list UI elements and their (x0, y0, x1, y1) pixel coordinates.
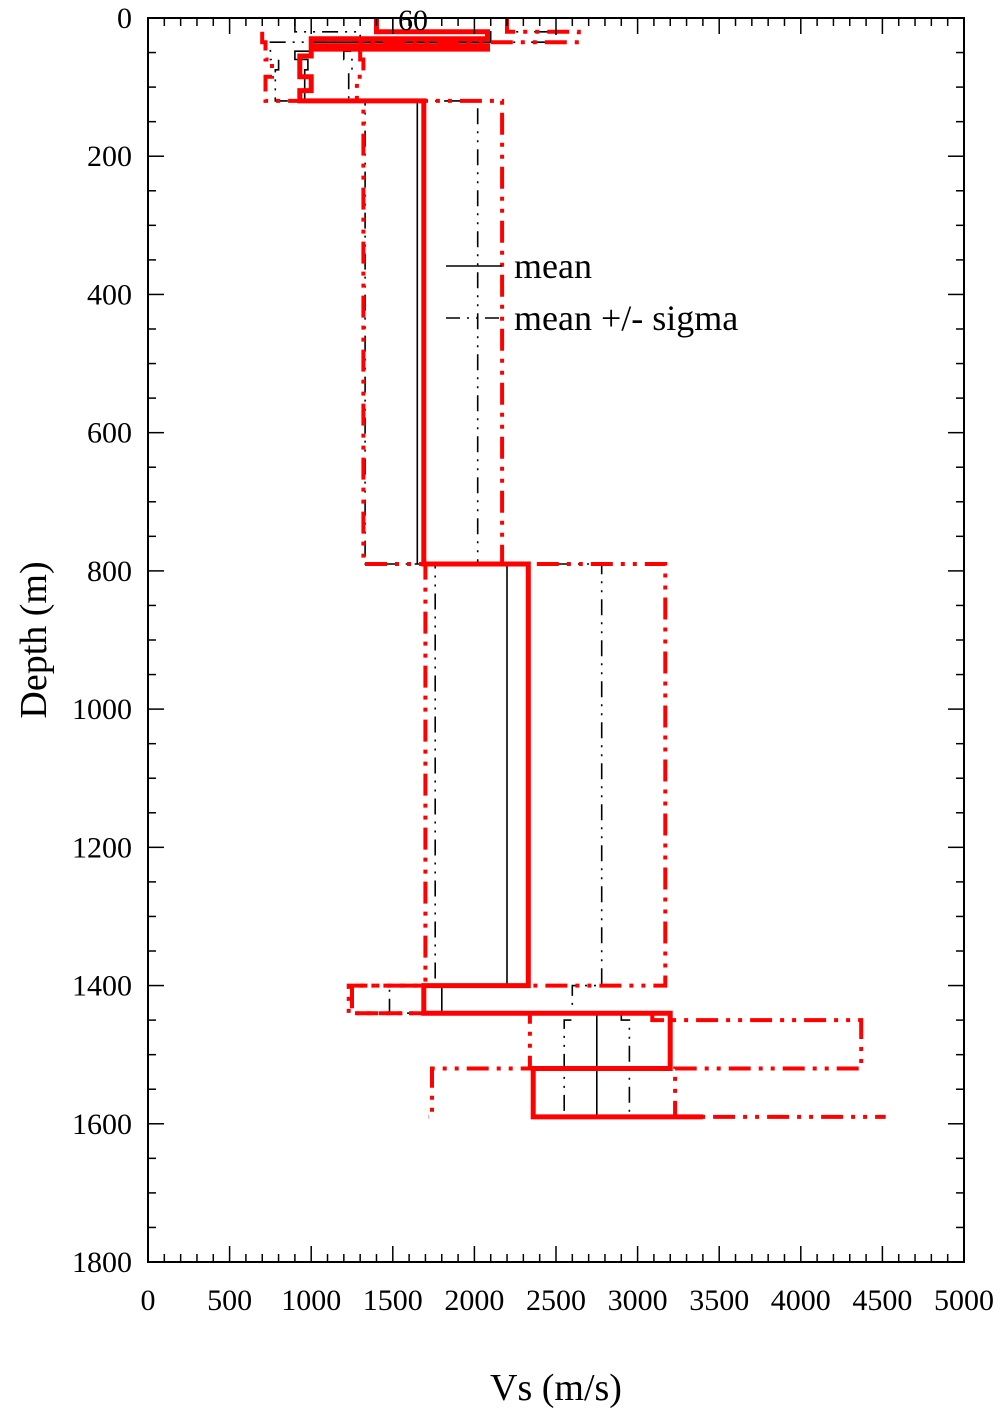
axis-ticks (147, 17, 965, 1263)
x-tick-label: 1000 (281, 1284, 341, 1317)
y-tick-label: 400 (87, 278, 132, 311)
axis-tick-labels: 0 500 1000 1500 2000 2500 3000 3500 4000 4500 5000… (72, 2, 994, 1317)
top-annotation: 60 (398, 4, 428, 37)
legend: mean mean +/- sigma (446, 246, 738, 338)
legend-label-sigma: mean +/- sigma (514, 298, 738, 338)
series-mean-sigma-line (342, 18, 631, 1117)
x-axis-title: Vs (m/s) (490, 1367, 622, 1409)
x-tick-label: 3000 (608, 1284, 668, 1317)
plot-frame (147, 17, 965, 1263)
x-tick-label: 0 (141, 1284, 156, 1317)
y-tick-label: 1800 (72, 1246, 132, 1279)
y-tick-label: 1000 (72, 693, 132, 726)
x-tick-label: 500 (207, 1284, 252, 1317)
x-tick-label: 1500 (363, 1284, 423, 1317)
legend-label-mean: mean (514, 246, 592, 286)
y-tick-label: 1600 (72, 1108, 132, 1141)
plot-border (147, 17, 965, 1263)
y-tick-label: 200 (87, 140, 132, 173)
series-mean-line (294, 18, 598, 1117)
y-axis-title: Depth (m) (13, 561, 55, 718)
y-tick-label: 1200 (72, 831, 132, 864)
x-tick-label: 3500 (689, 1284, 749, 1317)
x-tick-label: 2500 (526, 1284, 586, 1317)
plot-lines (260, 18, 886, 1120)
series-red-mean-sigma-line (350, 18, 886, 1119)
y-tick-label: 800 (87, 555, 132, 588)
y-tick-label: 1400 (72, 970, 132, 1003)
series-red-mean-sigma-line (260, 31, 532, 1119)
x-tick-label: 4000 (771, 1284, 831, 1317)
y-tick-label: 600 (87, 417, 132, 450)
y-tick-label: 0 (117, 2, 132, 35)
x-tick-label: 5000 (934, 1284, 994, 1317)
series-red-mean-line (297, 18, 703, 1120)
x-tick-label: 2000 (444, 1284, 504, 1317)
x-tick-label: 4500 (852, 1284, 912, 1317)
